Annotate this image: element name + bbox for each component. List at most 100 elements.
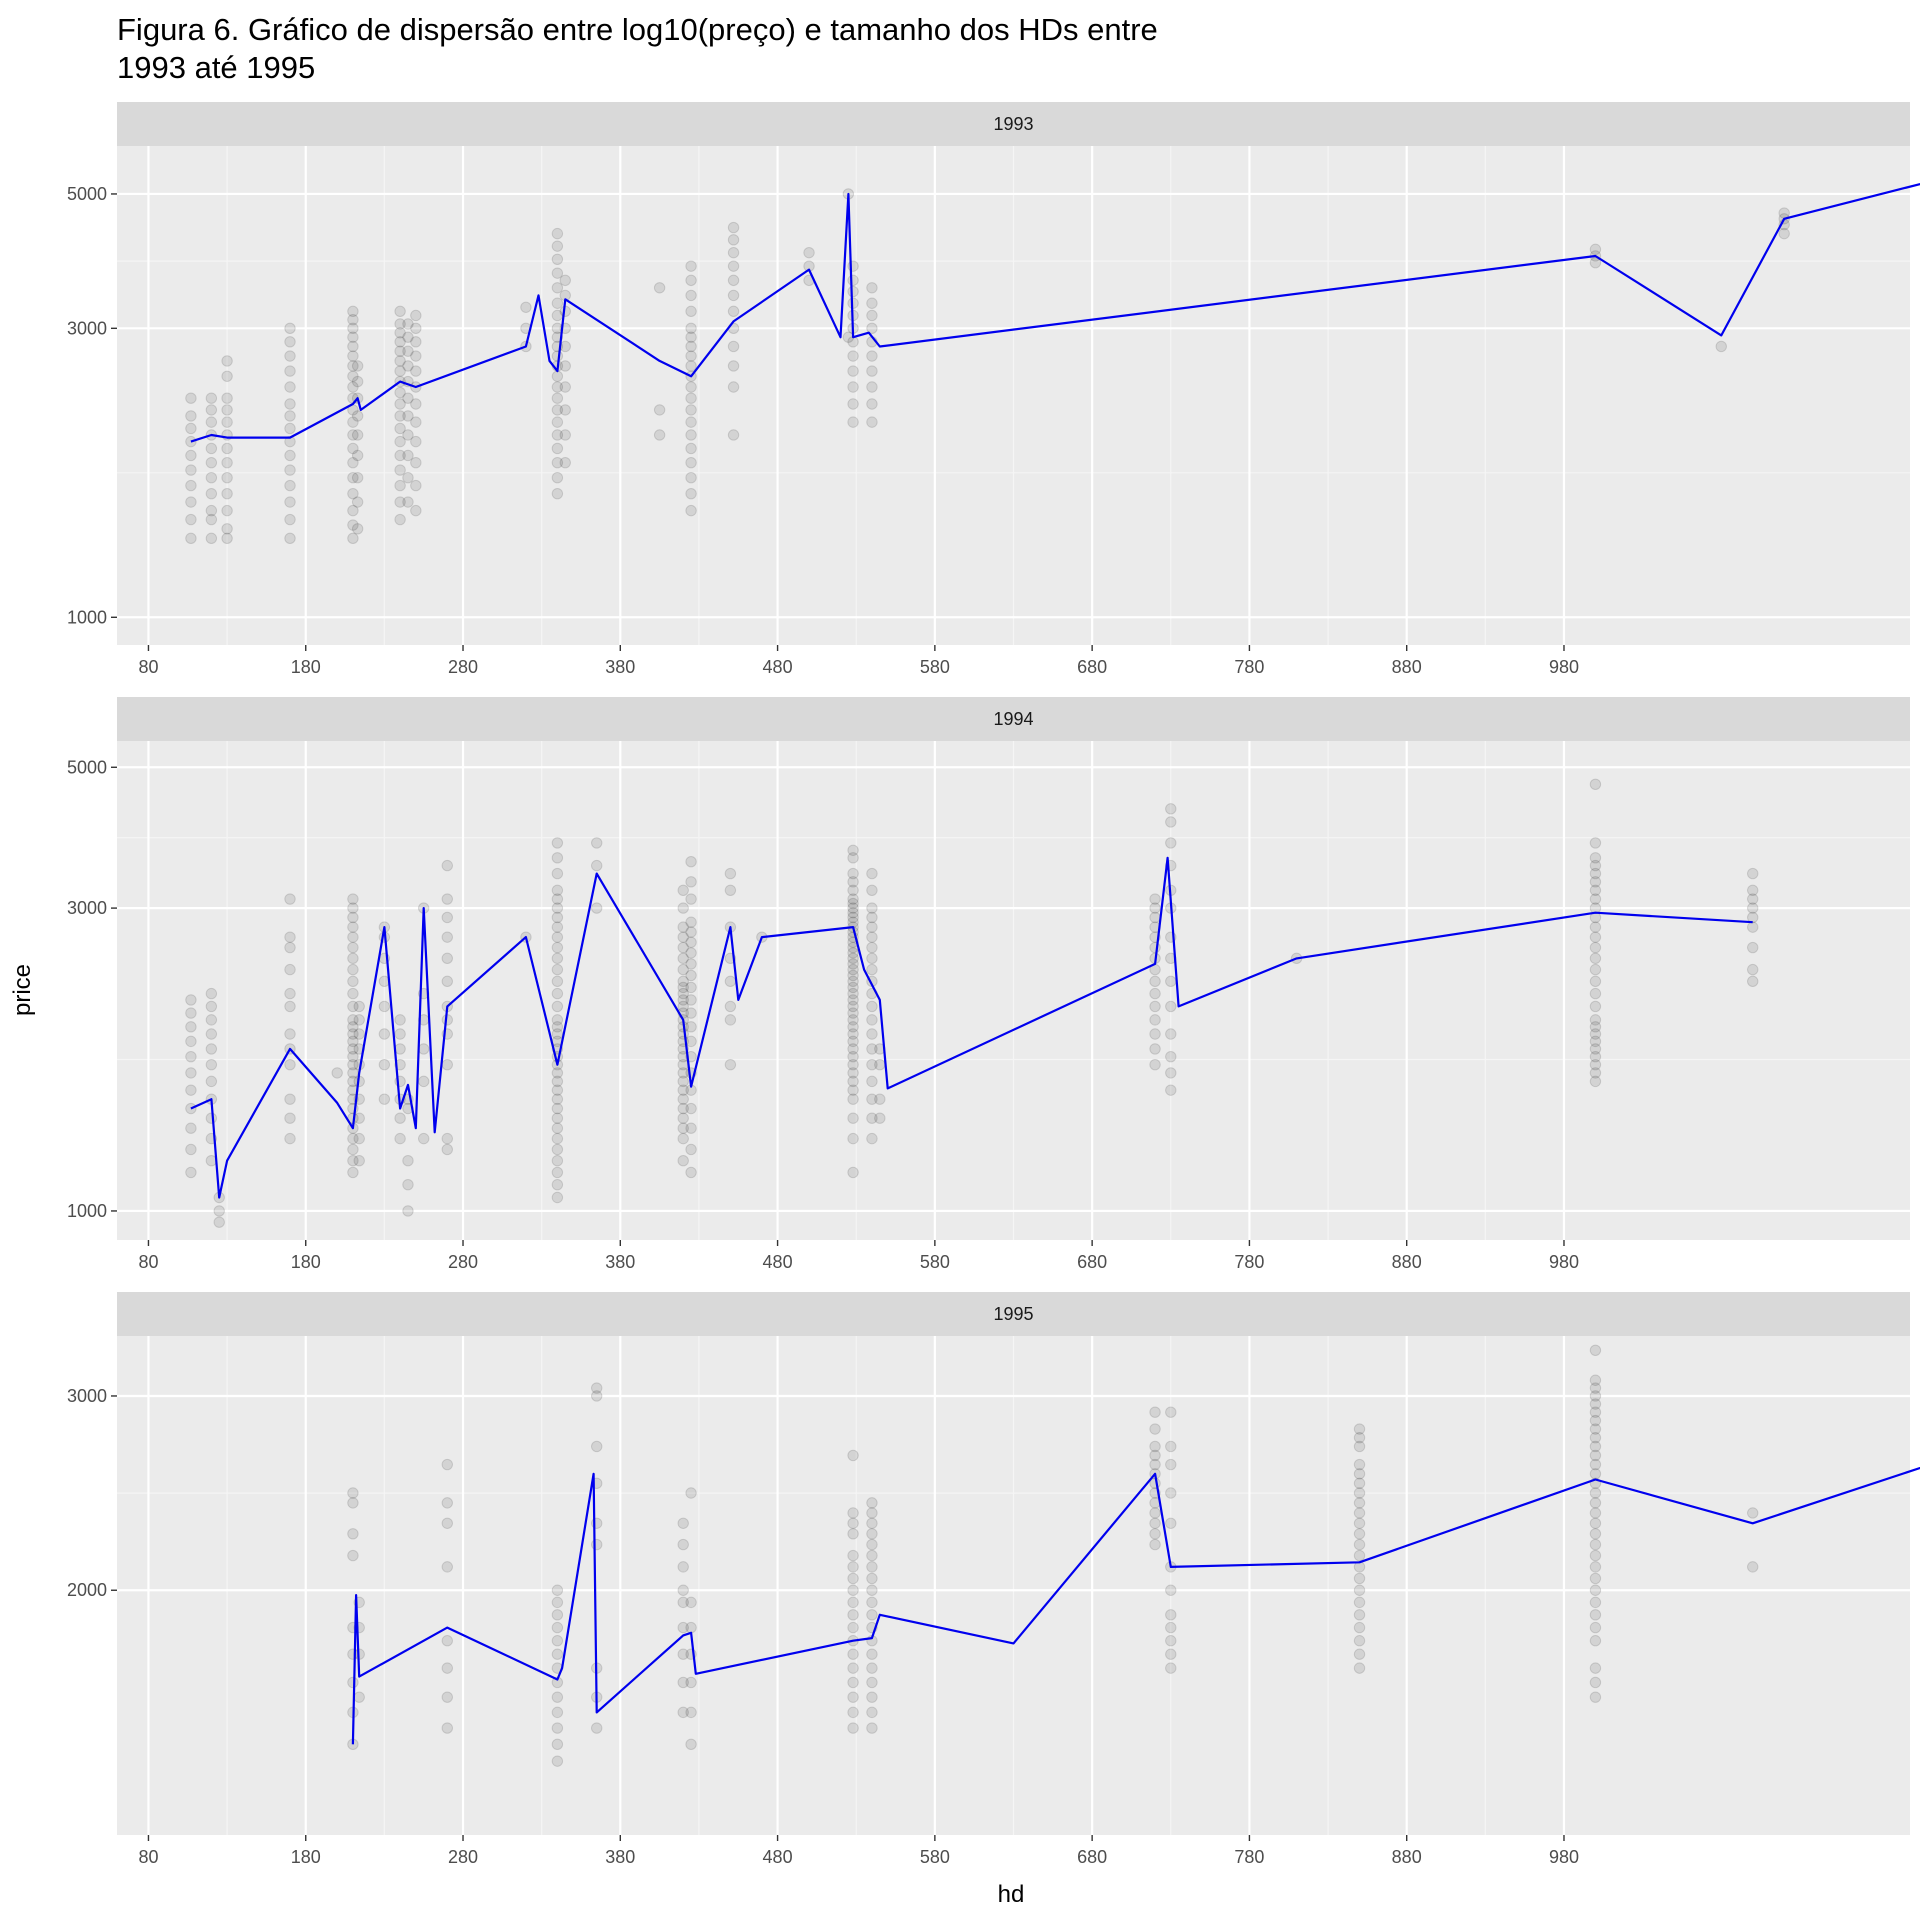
facet-strip-label: 1994 [993,709,1033,729]
data-point [402,392,414,404]
data-point [866,1028,878,1040]
data-point [1353,1584,1366,1596]
data-point [551,1609,564,1621]
data-point [1589,884,1602,897]
data-point [1589,1449,1602,1462]
data-point [685,1676,697,1689]
data-point [874,1058,886,1071]
data-point [847,852,859,864]
data-point [1589,1344,1602,1357]
data-point [551,1067,564,1079]
data-point [847,975,859,988]
data-point [402,472,414,484]
data-point [727,289,740,302]
data-point [441,1635,453,1647]
data-point [677,941,689,954]
data-point [221,416,233,428]
data-point [284,410,296,422]
data-point [1747,941,1759,954]
data-point [724,867,737,880]
mean-price-line [351,1466,1920,1745]
data-point [213,1216,225,1228]
data-point [205,1043,218,1055]
data-point [677,1676,689,1689]
data-point [591,1390,603,1402]
data-point [685,381,697,393]
data-point [685,855,697,868]
data-point [847,947,859,959]
data-point [1149,1028,1161,1040]
data-point [551,1132,564,1145]
data-point [551,902,564,914]
facet-panels: 1993 80 180 280 380 480 580 680 780 880 980 1000 300… [67,102,1920,1867]
data-point [685,305,697,318]
data-point [847,1067,859,1079]
data-point [685,1021,697,1033]
data-point [551,1021,564,1033]
data-point [551,1154,564,1167]
data-point [847,1517,859,1529]
data-point [284,1058,296,1071]
data-point [1165,1584,1177,1596]
data-point [847,963,859,976]
data-point [394,513,406,526]
data-point [185,1166,197,1179]
data-point [866,309,878,322]
x-tick-label: 380 [605,1252,635,1272]
data-point [866,1014,878,1026]
data-point [1589,1390,1602,1402]
data-point [441,952,453,965]
data-point [847,1662,859,1674]
x-tick-label: 880 [1392,1847,1422,1867]
data-point [685,456,697,469]
data-point [847,1561,859,1573]
data-point [847,1132,859,1145]
data-point [727,234,740,246]
data-point [1589,1440,1602,1453]
data-point [551,1178,564,1191]
x-tick-label: 80 [138,657,158,677]
data-point [347,340,359,353]
data-point [685,893,697,905]
data-point [677,1132,689,1145]
data-point [685,1143,697,1156]
data-point [685,340,697,353]
data-point [551,416,564,428]
data-point [1149,1449,1161,1462]
data-point [551,1112,564,1124]
data-point [866,350,878,362]
data-point [847,893,859,905]
data-point [441,1497,453,1509]
data-point [221,472,233,484]
data-point [205,987,218,1000]
data-point [221,392,233,404]
data-point [1589,1676,1602,1689]
mean-price-line [190,182,1920,443]
data-point [677,1075,689,1088]
data-point [1589,931,1602,943]
data-point [347,1166,359,1179]
data-point [441,1691,453,1703]
data-point [1149,1406,1161,1418]
data-point [351,360,364,372]
data-point [347,1528,359,1540]
data-point [727,221,740,234]
data-point [1353,1477,1366,1490]
x-tick-label: 680 [1077,1252,1107,1272]
data-point [1715,340,1727,353]
data-point [551,1122,564,1134]
data-point [559,404,571,416]
x-tick-label: 680 [1077,1847,1107,1867]
data-point [347,1000,359,1013]
data-point [394,496,406,508]
data-point [402,331,414,343]
data-point [185,1007,197,1019]
facet-strip [117,1292,1910,1336]
data-point [551,1722,564,1734]
data-point [284,479,296,492]
data-point [394,479,406,492]
data-point [394,464,406,476]
data-point [347,313,359,326]
data-point [847,867,859,880]
data-point [284,532,296,545]
